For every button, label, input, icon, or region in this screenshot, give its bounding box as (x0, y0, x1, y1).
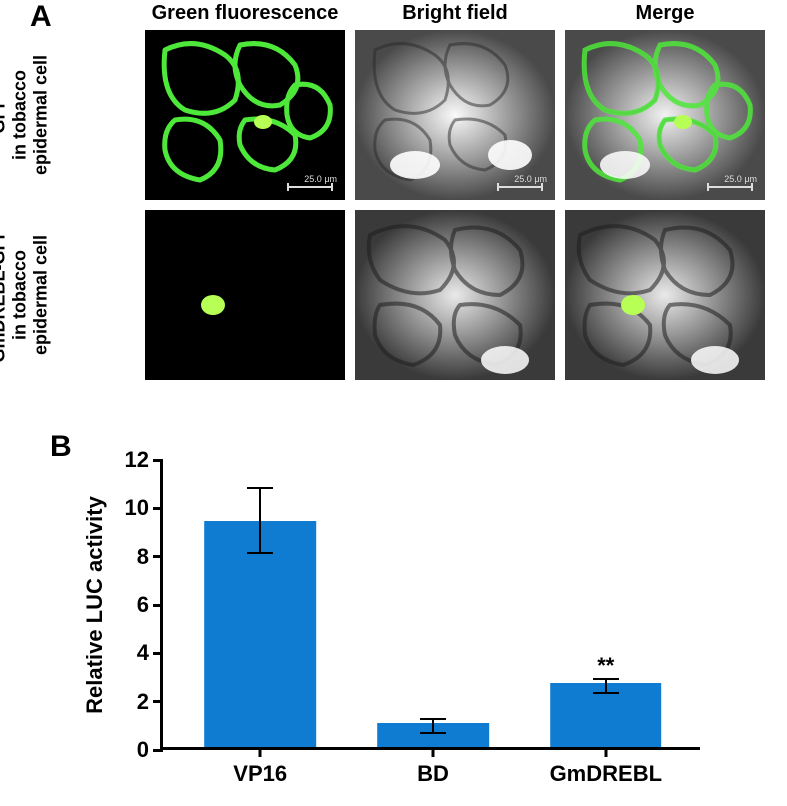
y-tick-label: 2 (137, 689, 149, 715)
significance-marker: ** (597, 653, 614, 679)
x-tick-label: GmDREBL (550, 761, 662, 787)
y-tick (153, 555, 163, 558)
micrograph-gfp-merge: 25.0 μm (565, 30, 765, 200)
brightfield-texture-2 (355, 210, 555, 380)
y-tick-label: 8 (137, 544, 149, 570)
y-tick (153, 604, 163, 607)
y-tick-label: 4 (137, 640, 149, 666)
error-bar (432, 719, 434, 734)
error-bar-cap (247, 487, 273, 489)
y-tick-label: 10 (125, 495, 149, 521)
x-tick-label: BD (417, 761, 449, 787)
y-tick (153, 459, 163, 462)
x-tick (604, 747, 607, 757)
scale-bar-label: 25.0 μm (304, 174, 337, 184)
error-bar (605, 679, 607, 694)
micrograph-gmdrebl-fluorescence (145, 210, 345, 380)
micrograph-gfp-brightfield: 25.0 μm (355, 30, 555, 200)
panel-a: A Green fluorescenceBright fieldMerge GF… (30, 0, 770, 400)
error-bar (259, 488, 261, 553)
panel-a-col-header: Green fluorescence (152, 2, 339, 25)
micrograph-gfp-fluorescence: 25.0 μm (145, 30, 345, 200)
y-tick (153, 700, 163, 703)
y-tick-label: 6 (137, 592, 149, 618)
chart-bar (204, 521, 316, 747)
error-bar-cap (593, 692, 619, 694)
panel-a-col-header: Merge (636, 2, 695, 25)
micrograph-gmdrebl-brightfield (355, 210, 555, 380)
panel-b: B Relative LUC activity 024681012VP16BDG… (50, 430, 750, 790)
bar-chart: 024681012VP16BDGmDREBL** (160, 460, 700, 750)
y-tick (153, 652, 163, 655)
scale-bar (497, 186, 543, 188)
error-bar-cap (420, 718, 446, 720)
error-bar-cap (420, 732, 446, 734)
chart-plot-area: 024681012VP16BDGmDREBL** (160, 460, 700, 750)
scale-bar (707, 186, 753, 188)
panel-b-label: B (50, 430, 72, 464)
scale-bar-label: 25.0 μm (724, 174, 757, 184)
scale-bar (287, 186, 333, 188)
y-tick (153, 507, 163, 510)
x-tick-label: VP16 (233, 761, 287, 787)
micrograph-gmdrebl-merge (565, 210, 765, 380)
y-axis-label: Relative LUC activity (82, 460, 108, 750)
panel-a-label: A (30, 0, 52, 34)
panel-a-row-label: GmDREBL-GFPin tobaccoepidermal cell (0, 210, 52, 380)
nucleus-signal (145, 210, 345, 380)
merge-overlay-2 (565, 210, 765, 380)
panel-a-col-header: Bright field (402, 2, 508, 25)
scale-bar-label: 25.0 μm (514, 174, 547, 184)
y-tick (153, 749, 163, 752)
error-bar-cap (247, 552, 273, 554)
y-tick-label: 0 (137, 737, 149, 763)
x-tick (259, 747, 262, 757)
panel-a-row-label: GFPin tobaccoepidermal cell (0, 30, 52, 200)
x-tick (432, 747, 435, 757)
y-tick-label: 12 (125, 447, 149, 473)
